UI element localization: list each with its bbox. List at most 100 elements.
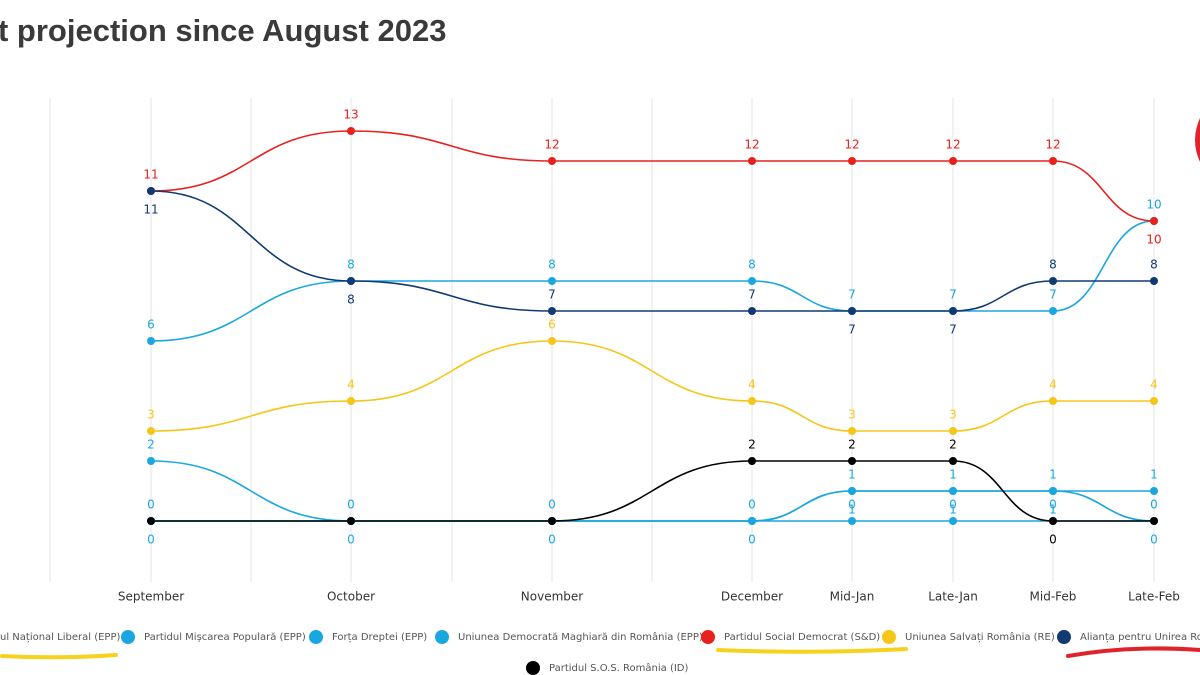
data-point: [949, 307, 957, 315]
x-tick-label: November: [521, 590, 583, 604]
data-label: 7: [548, 288, 556, 302]
data-label: 0: [1150, 498, 1158, 512]
x-tick-label: December: [721, 590, 783, 604]
data-label: 10: [1146, 233, 1161, 247]
data-point: [1049, 397, 1057, 405]
data-label: 7: [848, 288, 856, 302]
data-point: [748, 307, 756, 315]
x-tick-label: Late-Feb: [1128, 590, 1180, 604]
data-point: [949, 427, 957, 435]
data-label: 11: [143, 203, 158, 217]
legend-label: Partidul S.O.S. România (ID): [549, 662, 688, 674]
data-label: 0: [748, 498, 756, 512]
legend-marker: [435, 630, 449, 644]
legend-label: Alianța pentru Unirea Ro: [1080, 632, 1200, 643]
x-tick-label: Mid-Jan: [830, 590, 875, 604]
data-point: [1049, 517, 1057, 525]
legend-marker: [526, 661, 540, 675]
x-tick-label: September: [118, 590, 184, 604]
data-point: [147, 337, 155, 345]
data-label: 8: [347, 258, 355, 272]
data-label: 1: [1049, 468, 1057, 482]
data-point: [748, 517, 756, 525]
data-point: [848, 157, 856, 165]
data-label: 2: [848, 438, 856, 452]
data-point: [347, 277, 355, 285]
data-label: 4: [347, 378, 355, 392]
data-point: [1049, 277, 1057, 285]
data-label: 6: [548, 318, 556, 332]
data-label: 1: [1150, 468, 1158, 482]
legend-label: Uniunea Democrată Maghiară din România (…: [458, 631, 703, 643]
data-label: 7: [848, 323, 856, 337]
legend-marker: [1057, 630, 1071, 644]
chart-title: t projection since August 2023: [0, 13, 446, 48]
data-label: 0: [147, 498, 155, 512]
legend-label: Uniunea Salvați România (RE): [905, 631, 1055, 643]
highlight-underline: [0, 653, 118, 660]
legend-label: Forța Dreptei (EPP): [332, 632, 427, 643]
data-point: [548, 337, 556, 345]
data-point: [748, 397, 756, 405]
annotation-mark: [1195, 118, 1200, 162]
data-label: 3: [949, 408, 957, 422]
data-label: 3: [147, 408, 155, 422]
data-point: [147, 517, 155, 525]
data-label: 7: [949, 288, 957, 302]
data-label: 10: [1146, 198, 1161, 212]
data-point: [949, 517, 957, 525]
data-point: [949, 457, 957, 465]
data-label: 12: [1045, 138, 1060, 152]
data-label: 12: [945, 138, 960, 152]
gridlines: [49, 98, 653, 582]
data-point: [347, 517, 355, 525]
data-label: 8: [1150, 258, 1158, 272]
data-label: 0: [347, 533, 355, 547]
data-label: 0: [548, 533, 556, 547]
data-point: [848, 307, 856, 315]
data-point: [147, 457, 155, 465]
legend-label: Partidul Social Democrat (S&D): [724, 632, 880, 643]
data-label: 4: [748, 378, 756, 392]
highlight-underline: [1066, 646, 1200, 658]
series-line: [150, 190, 1154, 312]
data-label: 0: [1049, 533, 1057, 547]
data-label: 0: [949, 498, 957, 512]
data-label: 2: [949, 438, 957, 452]
data-label: 8: [1049, 258, 1057, 272]
data-label: 7: [1049, 288, 1057, 302]
data-label: 4: [1049, 378, 1057, 392]
data-label: 13: [343, 108, 358, 122]
data-point: [548, 157, 556, 165]
data-label: 7: [949, 323, 957, 337]
data-point: [848, 427, 856, 435]
x-tick-label: Late-Jan: [928, 590, 978, 604]
data-label: 12: [544, 138, 559, 152]
data-label: 2: [147, 438, 155, 452]
data-label: 0: [1150, 533, 1158, 547]
x-tick-label: October: [327, 590, 375, 604]
data-label: 0: [1049, 498, 1057, 512]
data-point: [147, 187, 155, 195]
legend-marker: [701, 630, 715, 644]
data-label: 1: [848, 468, 856, 482]
data-point: [1150, 397, 1158, 405]
highlight-underline: [716, 647, 908, 654]
data-label: 12: [744, 138, 759, 152]
data-point: [848, 457, 856, 465]
data-label: 0: [748, 533, 756, 547]
data-label: 0: [347, 498, 355, 512]
data-point: [347, 127, 355, 135]
data-label: 8: [347, 293, 355, 307]
data-point: [748, 457, 756, 465]
data-point: [1150, 517, 1158, 525]
legend-label: ul Național Liberal (EPP): [0, 632, 120, 643]
x-tick-label: Mid-Feb: [1030, 590, 1077, 604]
data-label: 8: [548, 258, 556, 272]
data-label: 8: [748, 258, 756, 272]
data-label: 0: [848, 498, 856, 512]
legend-marker: [121, 630, 135, 644]
data-point: [848, 487, 856, 495]
